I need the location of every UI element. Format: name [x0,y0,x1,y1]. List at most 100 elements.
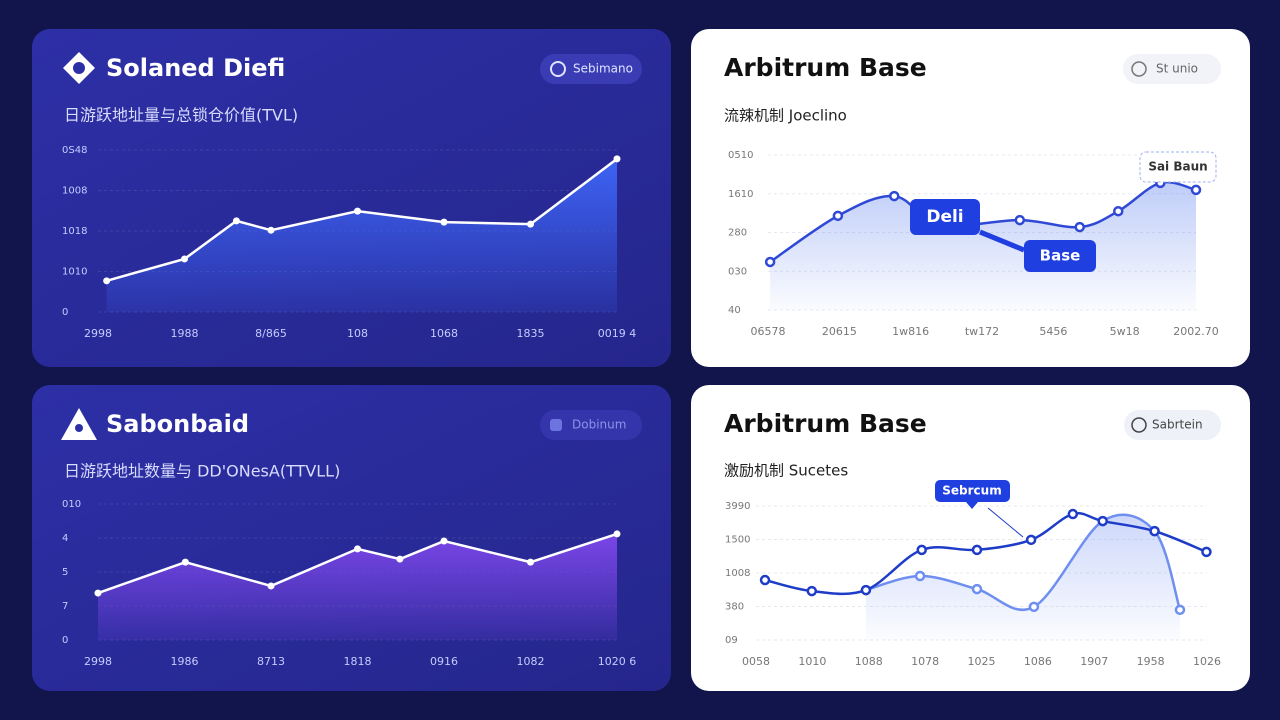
point [613,530,621,538]
subtitle: 日游跃地址量与总锁仓价值(TVL) [64,106,298,125]
area [865,514,1180,640]
point [354,207,361,215]
point [1097,515,1108,527]
point [1025,534,1037,546]
badge[interactable]: Sebimano [540,54,642,84]
panel-title: Solaned Diefi [106,54,285,82]
y-tick-label: 09 [725,635,738,646]
panel-title: Sabonbaid [106,410,249,438]
x-tick-label: 2998 [84,327,112,340]
logo-icon [61,408,97,440]
x-tick-label: tw172 [965,325,999,338]
x-tick-label: 1026 [1193,655,1221,668]
point [971,544,983,556]
point [354,545,361,553]
panel-title: Arbitrum Base [724,409,927,438]
point [1174,604,1186,616]
badge[interactable]: Dobinum [540,410,642,440]
point [94,589,102,597]
y-tick-label: 0 [62,635,68,646]
x-tick-label: 1086 [1024,655,1052,668]
x-tick-label: 108 [347,327,368,340]
subtitle: 激励机制 Sucetes [724,462,848,480]
annotation: Base [1040,247,1081,265]
area [98,533,617,640]
badge-label: Sebimano [573,62,633,76]
point [806,585,818,597]
badge[interactable]: St unio [1123,54,1221,84]
y-tick-label: 1018 [62,226,87,237]
point [889,190,900,202]
x-tick-label: 20615 [822,325,857,338]
point [440,218,448,226]
badge-label: St unio [1156,62,1198,76]
annotation-box [1024,240,1096,272]
point [1112,205,1124,217]
x-tick-label: 1w816 [892,325,929,338]
point [1014,214,1026,226]
badge-label: Dobinum [572,418,626,432]
point [1201,546,1212,558]
badge[interactable]: Sabrtein [1124,410,1221,440]
x-tick-label: 1958 [1137,655,1165,668]
line [106,157,618,283]
badge-label: Sabrtein [1152,418,1203,432]
x-tick-label: 1986 [171,655,199,668]
y-tick-label: 0 [62,307,68,318]
y-tick-label: 40 [728,305,741,316]
x-tick-label: 0916 [430,655,458,668]
y-tick-label: 0510 [728,150,753,161]
x-tick-label: 8/865 [255,327,287,340]
y-tick-label: 280 [728,228,747,239]
annotation-box [935,480,1010,502]
y-tick-label: 030 [728,266,747,277]
y-tick-label: 1610 [728,189,753,200]
x-tick-label: 1068 [430,327,458,340]
point [181,255,188,263]
connector [987,507,1024,538]
annotation: Deli [926,207,963,227]
x-tick-label: 5w18 [1110,325,1140,338]
logo-icon [63,52,95,84]
x-tick-label: 0058 [742,655,770,668]
point [764,256,776,268]
y-tick-label: 380 [725,602,744,613]
point [232,217,240,225]
point [267,582,275,590]
y-tick-label: 4 [62,533,68,544]
y-tick-label: 1010 [62,267,87,278]
x-tick-label: 1025 [968,655,996,668]
y-tick-label: 5 [62,567,68,578]
x-tick-label: 1988 [171,327,199,340]
annotation-pointer [966,502,978,509]
x-tick-label: 06578 [751,325,786,338]
x-tick-label: 1078 [911,655,939,668]
point [440,537,448,545]
point [759,574,771,586]
x-tick-label: 1835 [517,327,545,340]
area [770,182,1196,310]
x-tick-label: 1082 [517,655,545,668]
y-tick-label: 010 [62,499,81,510]
point [916,544,927,556]
y-tick-label: 1008 [725,568,750,579]
area [106,158,618,312]
x-tick-label: 2002.70 [1173,325,1219,338]
panel-title: Arbitrum Base [724,53,927,82]
y-tick-label: 3990 [725,501,750,512]
x-tick-label: 1020 6 [598,655,637,668]
x-tick-label: 1818 [344,655,372,668]
subtitle: 流辣机制 Joeclino [724,107,847,125]
line [97,532,618,595]
annotation-box [910,199,980,235]
annotation-box [1139,151,1217,183]
annotation: Sai Baun [1148,160,1207,174]
connector [979,229,1025,253]
point [527,558,534,566]
point [832,210,844,222]
x-tick-label: 8713 [257,655,285,668]
x-tick-label: 5456 [1039,325,1067,338]
x-tick-label: 0019 4 [598,327,637,340]
subtitle: 日游跃地址数量与 DD'ONesA(TTVLL) [64,462,340,481]
